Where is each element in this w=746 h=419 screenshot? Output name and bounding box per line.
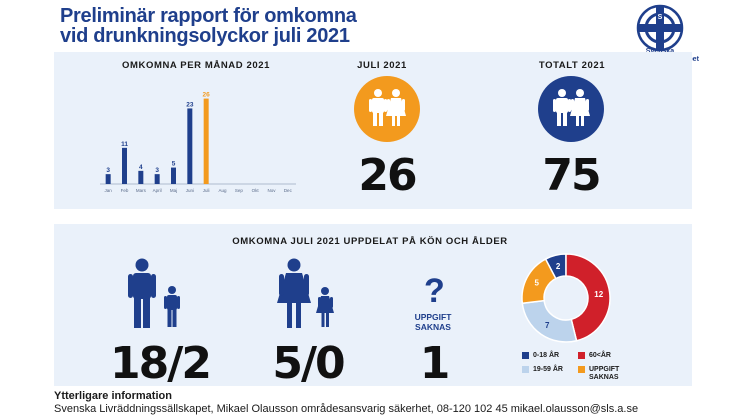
unknown-value: 1 bbox=[419, 338, 451, 389]
x-tick-label: Maj bbox=[170, 188, 177, 193]
donut-slice bbox=[521, 258, 557, 305]
legend-swatch-0-18 bbox=[522, 352, 529, 359]
year-total-value: 75 bbox=[542, 150, 601, 201]
donut-value-label: 12 bbox=[594, 290, 603, 299]
july-people-circle bbox=[354, 76, 420, 142]
bar-value-label: 3 bbox=[106, 167, 110, 174]
x-tick-label: Aug bbox=[218, 188, 227, 193]
unknown-label-line-1: UPPGIFT bbox=[414, 312, 452, 322]
breakdown-title: OMKOMNA JULI 2021 UPPDELAT PÅ KÖN OCH ÅL… bbox=[232, 236, 508, 247]
man-woman-icon bbox=[369, 89, 406, 126]
x-tick-label: Sep bbox=[235, 188, 244, 193]
july-title: JULI 2021 bbox=[357, 60, 407, 71]
legend-swatch-60 bbox=[578, 352, 585, 359]
legend-label-unknown: UPPGIFT SAKNAS bbox=[589, 366, 619, 382]
bottom-panel bbox=[54, 224, 692, 386]
unknown-label-line-2: SAKNAS bbox=[415, 322, 451, 332]
bar-juni bbox=[187, 108, 193, 184]
bar-value-label: 3 bbox=[155, 167, 159, 174]
legend-label-unknown-line-1: UPPGIFT bbox=[589, 366, 620, 373]
x-tick-label: Jan bbox=[105, 188, 113, 193]
svg-text:L: L bbox=[674, 26, 679, 33]
page-title: Preliminär rapport för omkomna vid drunk… bbox=[60, 6, 357, 46]
july-total-value: 26 bbox=[358, 150, 417, 201]
bar-april bbox=[154, 174, 160, 184]
total-people-circle bbox=[538, 76, 604, 142]
legend-swatch-19-59 bbox=[522, 366, 529, 373]
svg-text:S: S bbox=[642, 26, 647, 33]
x-tick-label: Okt bbox=[252, 188, 260, 193]
donut-value-label: 5 bbox=[535, 279, 540, 288]
bar-value-label: 23 bbox=[186, 101, 194, 108]
bar-maj bbox=[171, 167, 176, 184]
footer-contact: Svenska Livräddningssällskapet, Mikael O… bbox=[54, 403, 639, 415]
title-line-1: Preliminär rapport för omkomna bbox=[60, 5, 357, 27]
man-woman-icon bbox=[553, 89, 590, 126]
x-tick-label: Mars bbox=[136, 188, 147, 193]
x-tick-label: Nov bbox=[267, 188, 276, 193]
footer-heading: Ytterligare information bbox=[54, 390, 172, 402]
men-boys-value: 18/2 bbox=[110, 338, 212, 389]
bar-jan bbox=[105, 174, 111, 184]
man-boy-icon bbox=[128, 258, 180, 328]
x-tick-label: Juli bbox=[203, 188, 210, 193]
bar-value-label: 26 bbox=[203, 92, 211, 99]
donut-slice bbox=[565, 253, 611, 342]
bar-juli bbox=[203, 98, 209, 184]
woman-girl-icon bbox=[277, 258, 334, 328]
x-tick-label: Dec bbox=[284, 188, 293, 193]
svg-text:S: S bbox=[658, 14, 663, 21]
monthly-bar-chart: 3 Jan 11 Feb 4 Mars 3 April 5 Maj 23 Juni 26 Juli Aug S… bbox=[100, 92, 296, 193]
bar-feb bbox=[122, 147, 127, 184]
title-line-2: vid drunkningsolyckor juli 2021 bbox=[60, 25, 350, 47]
legend-label-unknown-line-2: SAKNAS bbox=[589, 374, 619, 381]
legend-label-0-18: 0-18 ÅR bbox=[533, 352, 560, 359]
sls-logo: S S L bbox=[636, 4, 684, 52]
x-tick-label: Juni bbox=[186, 188, 194, 193]
legend-swatch-unknown bbox=[578, 366, 585, 373]
legend-label-60: 60<ÅR bbox=[589, 352, 611, 359]
x-tick-label: April bbox=[153, 188, 162, 193]
women-girls-value: 5/0 bbox=[272, 338, 345, 389]
logo-text-line-1: Svenska bbox=[614, 48, 706, 56]
x-tick-label: Feb bbox=[121, 188, 129, 193]
monthly-chart-title: OMKOMNA PER MÅNAD 2021 bbox=[122, 60, 270, 71]
bar-mars bbox=[138, 170, 144, 184]
bar-value-label: 5 bbox=[172, 161, 176, 168]
legend-label-19-59: 19-59 ÅR bbox=[533, 366, 563, 373]
unknown-question-icon: ? bbox=[424, 272, 445, 310]
donut-value-label: 2 bbox=[556, 262, 561, 271]
bar-value-label: 11 bbox=[121, 141, 128, 148]
unknown-label: UPPGIFT SAKNAS bbox=[408, 312, 458, 332]
age-donut-chart: 2 12 7 5 bbox=[521, 253, 611, 343]
total-title: TOTALT 2021 bbox=[538, 60, 606, 71]
donut-value-label: 7 bbox=[545, 321, 550, 330]
bar-value-label: 4 bbox=[139, 164, 143, 171]
